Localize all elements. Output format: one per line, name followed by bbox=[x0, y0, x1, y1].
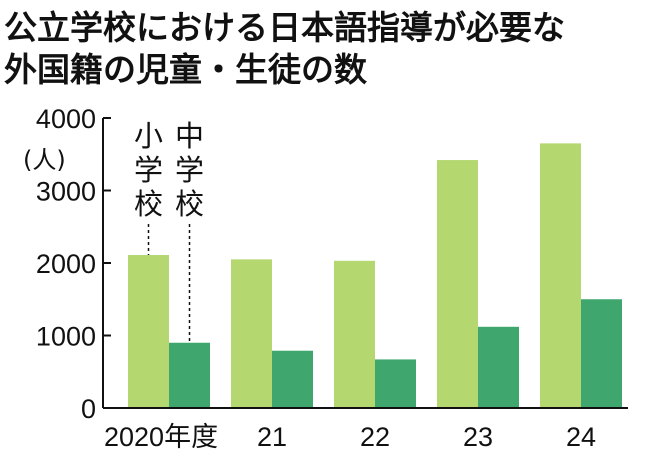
x-tick-label-3: 23 bbox=[463, 422, 493, 452]
chart-title-line-2: 外国籍の児童・生徒の数 bbox=[4, 50, 367, 89]
bar-小学校-1 bbox=[231, 259, 272, 408]
bar-中学校-2 bbox=[375, 359, 416, 408]
series-label-中学校-1: 学 bbox=[175, 153, 204, 187]
bar-小学校-2 bbox=[334, 260, 375, 408]
series-label-小学校-1: 学 bbox=[134, 153, 163, 187]
bar-中学校-3 bbox=[478, 326, 519, 408]
series-label-中学校-0: 中 bbox=[175, 119, 204, 153]
bar-小学校-4 bbox=[540, 143, 581, 408]
y-tick-label-4: 4000 bbox=[36, 104, 96, 134]
y-tick-label-3: 3000 bbox=[36, 177, 96, 207]
y-tick-label-1: 1000 bbox=[36, 322, 96, 352]
bar-中学校-4 bbox=[581, 299, 622, 408]
y-tick-label-2: 2000 bbox=[36, 249, 96, 279]
bar-小学校-3 bbox=[437, 160, 478, 408]
bar-中学校-1 bbox=[272, 350, 313, 408]
x-tick-label-4: 24 bbox=[566, 422, 596, 452]
series-label-小学校-0: 小 bbox=[134, 119, 163, 153]
chart-title-line-1: 公立学校における日本語指導が必要な bbox=[4, 8, 565, 47]
bar-小学校-0 bbox=[128, 255, 169, 408]
series-label-小学校-2: 校 bbox=[134, 187, 163, 221]
x-tick-label-1: 21 bbox=[257, 422, 287, 452]
x-tick-label-0: 2020年度 bbox=[104, 422, 218, 452]
series-label-中学校-2: 校 bbox=[175, 187, 204, 221]
y-unit-label: (人) bbox=[23, 146, 66, 174]
y-tick-label-0: 0 bbox=[81, 394, 96, 424]
x-tick-label-2: 22 bbox=[360, 422, 390, 452]
bar-中学校-0 bbox=[169, 342, 210, 408]
